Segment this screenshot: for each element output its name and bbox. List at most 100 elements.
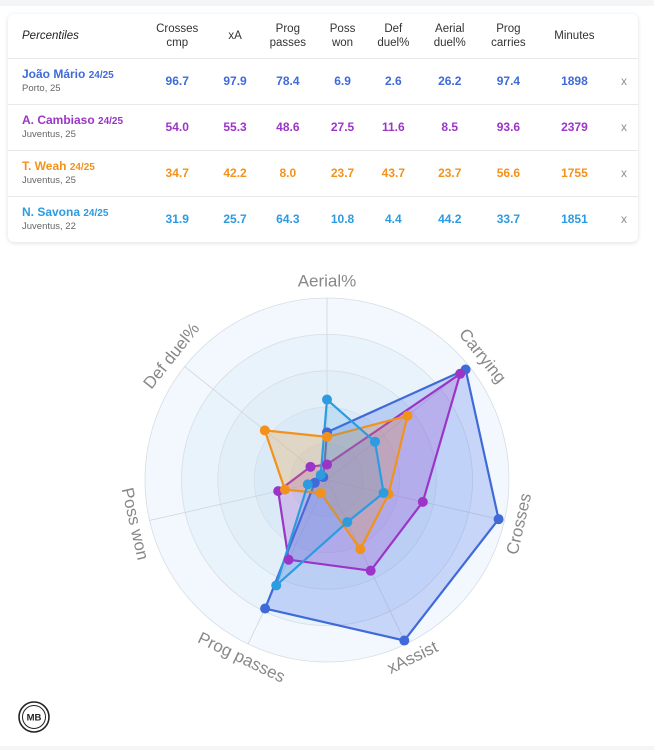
remove-player-button[interactable]: x	[621, 166, 627, 180]
value-crosses: 96.7	[165, 74, 189, 88]
value-poss-won: 10.8	[330, 212, 355, 227]
remove-player-button[interactable]: x	[621, 212, 627, 227]
radar-point	[322, 394, 332, 405]
col-header-def-duel: Def duel%	[377, 22, 410, 49]
value-aerial-duel: 44.2	[438, 212, 462, 227]
player-team: Porto, 25	[22, 83, 61, 94]
value-minutes: 1755	[561, 166, 588, 180]
radar-series-polygon	[277, 372, 462, 572]
player-cell: T. Weah 24/25 Juventus, 25	[8, 150, 140, 196]
value-xa: 55.3	[223, 120, 247, 134]
value-xa: 97.9	[223, 74, 247, 88]
table-header-row: Percentiles Crosses cmp xA Prog passes Pos…	[8, 14, 638, 58]
value-prog-passes: 8.0	[279, 166, 297, 180]
radar-point	[271, 580, 282, 591]
radar-point	[378, 487, 389, 498]
value-def-duel: 2.6	[384, 74, 402, 88]
radar-series-polygon	[263, 414, 409, 551]
value-def-duel: 11.6	[381, 120, 405, 134]
radar-point	[305, 461, 316, 472]
radar-spoke	[184, 366, 328, 481]
value-poss-won: 23.7	[330, 166, 355, 180]
value-prog-carries: 93.6	[496, 120, 521, 134]
value-poss-won: 27.5	[330, 120, 355, 134]
player-team: Juventus, 25	[22, 175, 76, 186]
table-row: N. Savona 24/25 Juventus, 22 31.9 25.7 64.3 1…	[8, 196, 638, 242]
remove-player-button[interactable]: x	[621, 120, 627, 134]
radar-point	[455, 368, 466, 379]
radar-point	[417, 496, 428, 507]
radar-point	[342, 517, 353, 528]
radar-point	[260, 603, 271, 614]
col-header-prog-passes: Prog passes	[269, 22, 307, 49]
value-prog-passes: 78.4	[276, 74, 300, 88]
percentiles-table: Percentiles Crosses cmp xA Prog passes Pos…	[8, 14, 638, 242]
top-strip	[0, 0, 654, 6]
value-prog-passes: 64.3	[276, 212, 300, 227]
radar-spoke	[326, 479, 505, 521]
value-def-duel: 43.7	[381, 166, 405, 180]
player-cell: N. Savona 24/25 Juventus, 22	[8, 196, 140, 242]
player-cell: João Mário 24/25 Porto, 25	[8, 58, 140, 104]
table-row: João Mário 24/25 Porto, 25 96.7 97.9 78.4 6.9…	[8, 58, 638, 104]
radar-point	[322, 459, 332, 470]
col-header-xa: xA	[228, 29, 242, 42]
radar-axis-label: Aerial%	[298, 271, 357, 290]
value-aerial-duel: 23.7	[438, 166, 462, 180]
value-prog-carries: 33.7	[496, 212, 521, 227]
value-aerial-duel: 26.2	[438, 74, 462, 88]
player-team: Juventus, 25	[22, 129, 76, 140]
radar-spoke	[326, 479, 407, 645]
player-name: T. Weah 24/25	[22, 159, 95, 173]
radar-point	[365, 565, 376, 576]
value-crosses: 31.9	[165, 212, 189, 227]
col-header-poss-won: Poss won	[329, 22, 356, 49]
value-prog-carries: 56.6	[496, 166, 521, 180]
col-header-crosses: Crosses cmp	[156, 22, 199, 49]
value-poss-won: 6.9	[334, 74, 351, 88]
radar-spoke	[149, 479, 328, 521]
table-row: A. Cambiaso 24/25 Juventus, 25 54.0 55.3 48.…	[8, 104, 638, 150]
remove-player-button[interactable]: x	[621, 74, 627, 88]
radar-point	[493, 514, 504, 525]
radar-point	[315, 488, 326, 499]
value-aerial-duel: 8.5	[441, 120, 459, 134]
radar-point	[283, 554, 294, 565]
player-cell: A. Cambiaso 24/25 Juventus, 25	[8, 104, 140, 150]
table-row: T. Weah 24/25 Juventus, 25 34.7 42.2 8.0 23.7…	[8, 150, 638, 196]
radar-point	[402, 410, 413, 421]
col-header-minutes: Minutes	[554, 29, 595, 42]
player-name: João Mário 24/25	[22, 67, 114, 81]
col-header-prog-carries: Prog carries	[491, 22, 526, 49]
radar-point	[279, 484, 290, 495]
radar-point	[302, 479, 313, 490]
col-header-remove	[610, 14, 638, 58]
player-name: N. Savona 24/25	[22, 205, 109, 220]
value-xa: 25.7	[223, 212, 247, 227]
percentiles-table-card: Percentiles Crosses cmp xA Prog passes Pos…	[8, 14, 638, 242]
mb-logo: MB	[18, 701, 50, 733]
value-minutes: 1898	[561, 74, 588, 88]
radar-spoke	[326, 366, 470, 481]
value-prog-passes: 48.6	[276, 120, 300, 134]
radar-point	[315, 470, 326, 481]
player-name: A. Cambiaso 24/25	[22, 113, 124, 127]
radar-point	[259, 425, 270, 436]
value-crosses: 54.0	[165, 120, 189, 134]
percentiles-header: Percentiles	[22, 29, 79, 42]
value-minutes: 1851	[561, 212, 588, 227]
logo-text: MB	[27, 713, 42, 724]
value-prog-carries: 97.4	[496, 74, 521, 88]
radar-point	[355, 544, 366, 555]
radar-point	[399, 635, 410, 646]
bottom-strip	[0, 746, 654, 750]
value-xa: 42.2	[223, 166, 247, 180]
value-minutes: 2379	[561, 120, 588, 134]
radar-point	[369, 436, 380, 447]
value-crosses: 34.7	[165, 166, 189, 180]
value-def-duel: 4.4	[384, 212, 402, 227]
radar-point	[322, 431, 332, 442]
player-team: Juventus, 22	[22, 221, 76, 233]
col-header-aerial-duel: Aerial duel%	[433, 22, 466, 49]
